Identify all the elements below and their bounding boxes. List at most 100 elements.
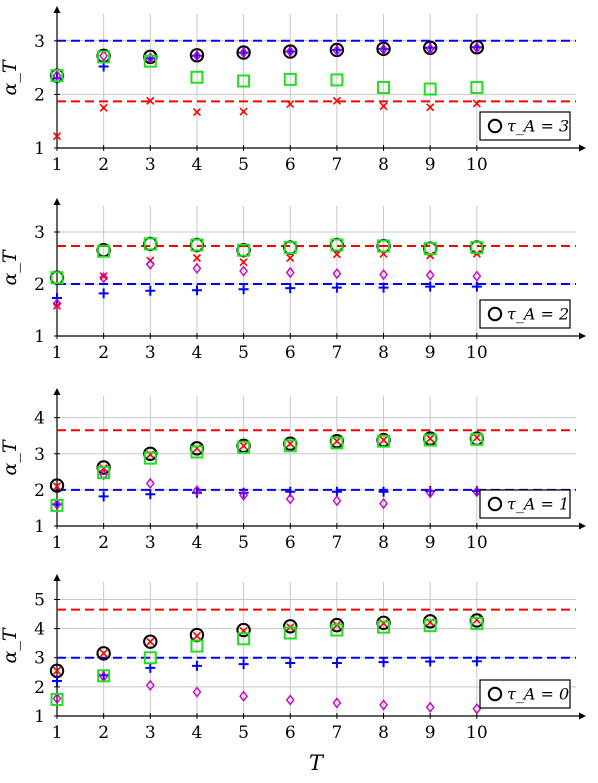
x-axis-arrow	[579, 522, 586, 530]
data-point	[52, 692, 62, 705]
data-point	[285, 283, 296, 294]
data-point	[99, 103, 108, 112]
x-tick-label: 10	[466, 155, 488, 175]
x-axis-arrow	[579, 332, 586, 340]
data-point	[50, 498, 64, 512]
data-point	[472, 486, 482, 498]
data-point	[425, 269, 435, 281]
data-point	[472, 99, 481, 108]
data-point	[143, 651, 157, 665]
chart-panel-2: 1 2 3 4 5 6 7 8 9 10 1 2 3 α_T τ_A = 2	[0, 198, 586, 363]
x-tick-label: 7	[331, 155, 342, 175]
x-tick-label: 9	[425, 155, 436, 175]
data-point	[379, 268, 388, 281]
data-point	[99, 649, 108, 658]
x-tick-label: 6	[285, 723, 296, 743]
data-point	[423, 242, 437, 256]
data-point	[238, 487, 249, 498]
x-tick-label: 8	[378, 155, 389, 175]
series-square	[50, 50, 484, 96]
y-axis-label: α_T	[0, 627, 21, 663]
data-point	[377, 434, 391, 448]
data-point	[50, 69, 64, 83]
data-point	[52, 482, 62, 491]
x-tick-label: 6	[285, 343, 296, 363]
data-point	[145, 679, 155, 692]
data-point	[283, 72, 297, 86]
y-tick-label: 1	[34, 707, 45, 727]
chart-panel-4: 1 2 3 4 5 6 7 8 9 10 1 2 3 4 5 α_T τ_A = 0 T	[0, 574, 586, 775]
data-point	[331, 282, 342, 293]
y-tick-label: 4	[34, 409, 45, 429]
legend-box	[479, 111, 571, 141]
x-tick-label: 8	[378, 343, 389, 363]
data-point	[236, 45, 251, 60]
x-tick-label: 8	[378, 533, 389, 553]
data-point	[471, 281, 482, 292]
series-plus	[52, 656, 482, 687]
chart-panel-1: 1 2 3 4 5 6 7 8 9 10 1 2 3 α_T τ_A = 3	[0, 6, 586, 175]
legend-marker	[487, 118, 503, 134]
legend-marker	[487, 496, 503, 512]
data-point	[192, 631, 202, 640]
data-point	[237, 632, 251, 646]
data-point	[379, 699, 388, 711]
data-point	[52, 676, 62, 687]
data-point	[470, 80, 484, 94]
y-tick-label: 2	[34, 678, 45, 698]
y-tick-label: 3	[34, 649, 45, 669]
data-point	[285, 694, 295, 706]
data-point	[329, 42, 345, 58]
data-point	[332, 44, 342, 57]
data-point	[425, 43, 435, 55]
series-diamond	[52, 258, 482, 310]
y-tick-label: 2	[34, 481, 45, 501]
y-tick-label: 1	[34, 327, 45, 347]
data-point	[331, 657, 342, 668]
data-point	[239, 258, 248, 267]
x-axis-label: T	[309, 751, 325, 775]
data-point	[145, 285, 156, 296]
x-tick-label: 4	[192, 723, 203, 743]
data-point	[192, 262, 202, 275]
data-point	[469, 40, 485, 55]
data-point	[283, 619, 298, 634]
x-tick-label: 5	[238, 343, 249, 363]
data-point	[283, 44, 298, 59]
data-point	[379, 43, 388, 56]
data-point	[98, 491, 109, 502]
data-point	[286, 253, 295, 263]
data-point	[192, 108, 202, 117]
x-tick-label: 3	[145, 343, 156, 363]
legend-marker	[487, 686, 503, 702]
x-tick-label: 3	[145, 723, 156, 743]
chart-panel-3: 1 2 3 4 5 6 7 8 9 10 1 2 3 4 α_T τ_A = 1	[0, 388, 586, 553]
y-tick-label: 2	[34, 85, 45, 105]
x-tick-label: 9	[425, 343, 436, 363]
x-tick-label: 2	[98, 343, 109, 363]
data-point	[192, 686, 202, 698]
y-axis-arrow	[53, 574, 61, 581]
x-tick-label: 6	[285, 533, 296, 553]
data-point	[52, 298, 62, 310]
data-point	[52, 132, 62, 141]
data-point	[332, 250, 341, 259]
x-tick-label: 5	[238, 155, 249, 175]
data-point	[283, 626, 297, 640]
data-point	[379, 102, 388, 111]
data-point	[50, 271, 64, 285]
data-point	[285, 657, 296, 668]
data-point	[191, 660, 202, 671]
x-tick-label: 1	[52, 723, 63, 743]
x-tick-label: 5	[238, 723, 249, 743]
legend-label: τ_A = 3	[507, 117, 569, 136]
data-point	[330, 238, 344, 252]
y-axis-arrow	[53, 6, 61, 13]
data-point	[237, 440, 251, 454]
data-point	[378, 282, 389, 293]
data-point	[426, 434, 435, 443]
legend-box	[479, 299, 571, 329]
data-point	[146, 637, 155, 646]
data-point	[50, 692, 64, 706]
data-point	[425, 281, 436, 292]
